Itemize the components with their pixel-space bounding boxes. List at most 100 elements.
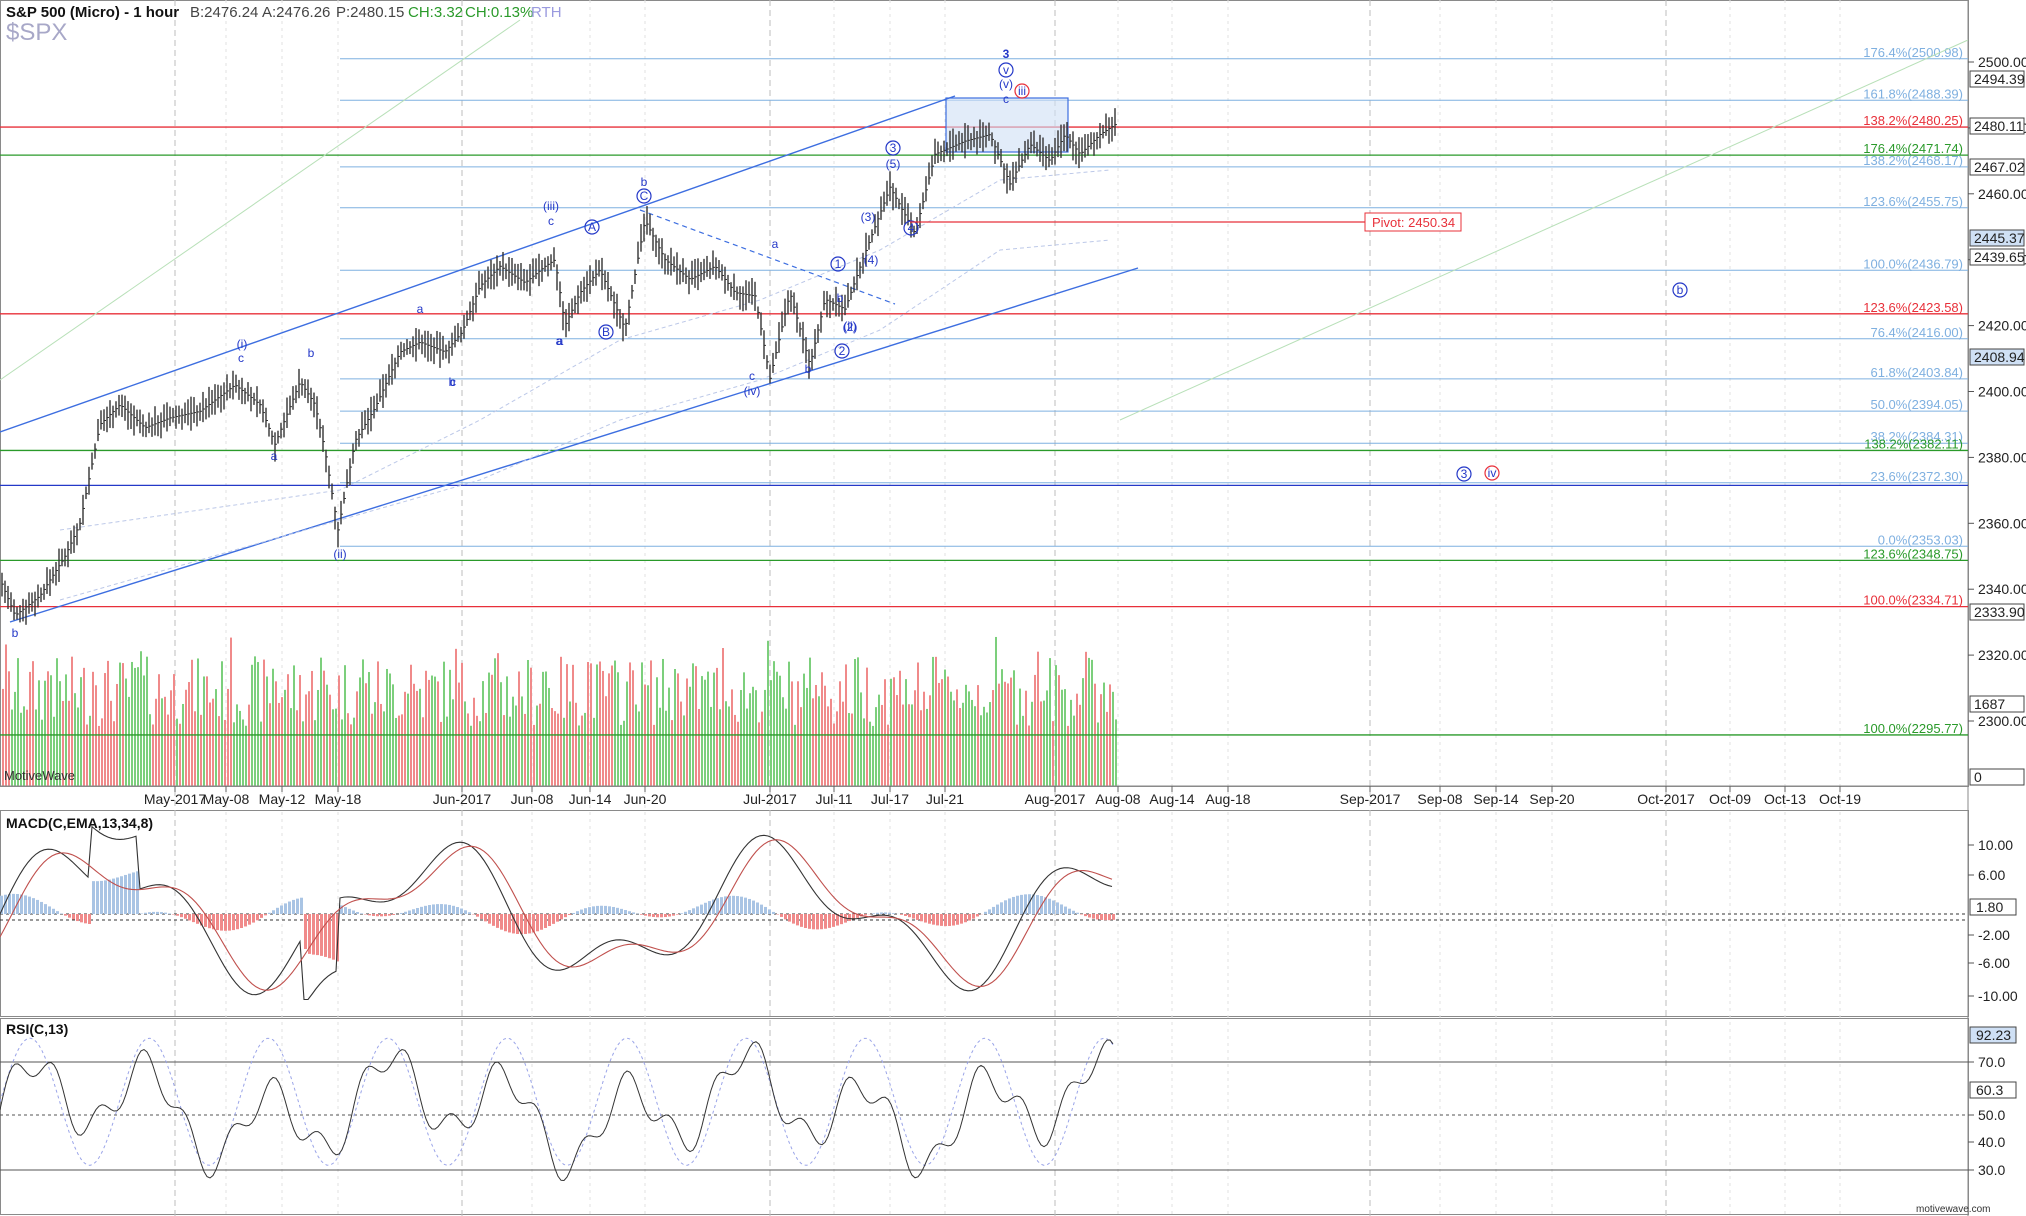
wave-label[interactable]: b (837, 291, 844, 305)
macd-hist-bar (216, 914, 219, 931)
wave-label[interactable]: c (450, 375, 456, 389)
wave-label[interactable]: 3 (1461, 467, 1468, 481)
wave-label[interactable]: iv (1488, 466, 1497, 480)
channel-lower-line[interactable] (9, 267, 1139, 623)
macd-hist-bar (816, 914, 819, 930)
trend-dashed-line[interactable] (639, 209, 896, 305)
wave-label[interactable]: b (12, 626, 19, 640)
volume-bar (143, 675, 145, 786)
wave-circle (998, 62, 1014, 78)
volume-bar (1010, 677, 1012, 786)
wave-label[interactable]: 2 (839, 344, 846, 358)
target-box[interactable] (945, 97, 1069, 153)
volume-bar (1028, 725, 1030, 786)
wave-label[interactable]: a (557, 334, 564, 348)
wave-label[interactable]: c (1003, 92, 1009, 106)
volume-bar (395, 717, 397, 786)
wave-label[interactable]: a (271, 449, 278, 463)
volume-bar (1004, 681, 1006, 786)
wave-label[interactable]: B (602, 325, 610, 339)
wave-label[interactable]: (iii) (543, 199, 559, 213)
volume-bar (491, 674, 493, 786)
macd-hist-bar (412, 909, 415, 914)
wave-label[interactable]: 3 (1003, 47, 1010, 61)
fib-label: 50.0%(2394.05) (1870, 397, 1963, 412)
wave-label[interactable]: v (1003, 63, 1009, 77)
wave-label[interactable]: b (449, 375, 456, 389)
wave-label[interactable]: a (772, 237, 779, 251)
fib-label: 123.6%(2348.75) (1863, 546, 1963, 561)
wave-label[interactable]: b (308, 346, 315, 360)
wave-label[interactable]: c (749, 369, 755, 383)
volume-bar (500, 682, 502, 786)
volume-bar (182, 703, 184, 786)
price-tag-text: 1687 (1974, 696, 2005, 712)
price-tag-text: 2480.11 (1974, 118, 2024, 134)
wave-label[interactable]: (2) (843, 320, 858, 334)
volume-bar (791, 681, 793, 786)
wave-label[interactable]: (ii) (843, 319, 856, 333)
pivot-box[interactable] (1364, 212, 1462, 232)
wave-label[interactable]: a (417, 302, 424, 316)
volume-bar (14, 691, 16, 786)
macd-hist-bar (356, 911, 359, 914)
volume-bar (869, 721, 871, 786)
wave-label[interactable]: 4 (908, 221, 915, 235)
volume-bar (614, 660, 616, 786)
wave-label[interactable]: (v) (999, 77, 1013, 91)
macd-hist-bar (256, 914, 259, 921)
macd-hist-bar (736, 896, 739, 914)
wave-label[interactable]: a (556, 334, 563, 348)
volume-bar (752, 686, 754, 786)
macd-hist-bar (664, 914, 667, 918)
macd-hist-bar (692, 908, 695, 914)
volume-bar (764, 689, 766, 786)
volume-bar (662, 658, 664, 786)
volume-bar (887, 724, 889, 786)
wave-circle (834, 343, 850, 359)
macd-hist-bar (564, 914, 567, 918)
wave-label[interactable]: (ii) (333, 547, 346, 561)
channel-upper-line[interactable] (0, 95, 956, 433)
volume-bar (200, 714, 202, 786)
wave-label[interactable]: c (238, 351, 244, 365)
wave-label[interactable]: b (1677, 283, 1684, 297)
watermark: MotiveWave (4, 768, 75, 783)
macd-hist-bar (992, 906, 995, 914)
wave-label[interactable]: (5) (886, 157, 901, 171)
wave-label[interactable]: (4) (864, 253, 879, 267)
volume-bar (1082, 678, 1084, 786)
volume-bar (29, 671, 31, 786)
wave-label[interactable]: iii (1018, 84, 1026, 98)
volume-bar (452, 699, 454, 786)
macd-hist-bar (40, 901, 43, 914)
volume-bar (692, 663, 694, 786)
symbol-label: $SPX (6, 19, 67, 46)
volume-bar (1013, 670, 1015, 786)
wave-label[interactable]: (i) (237, 337, 248, 351)
wave-label[interactable]: A (588, 220, 596, 234)
macd-hist-bar (488, 914, 491, 924)
macd-hist-bar (516, 914, 519, 934)
time-label: Jun-20 (624, 791, 667, 807)
wave-labels: b(i)cabac(ii)bac(iii)AaBbCabc(iv)1b(ii)2… (12, 47, 1688, 640)
wave-label[interactable]: c (548, 214, 554, 228)
macd-hist-bar (648, 914, 651, 917)
wave-label[interactable]: b (805, 362, 812, 376)
wave-label[interactable]: (3) (861, 210, 876, 224)
macd-hist-bar (812, 914, 815, 930)
time-label: Oct-19 (1819, 791, 1861, 807)
rsi-tick-label: 30.0 (1978, 1162, 2005, 1178)
wave-label[interactable]: C (640, 189, 649, 203)
volume-bar (944, 669, 946, 786)
volume-bar (617, 672, 619, 786)
wave-label[interactable]: (iv) (744, 384, 761, 398)
wave-label[interactable]: 1 (835, 257, 842, 271)
macd-hist-bar (716, 898, 719, 914)
wave-label[interactable]: b (641, 175, 648, 189)
wave-label[interactable]: 3 (890, 141, 897, 155)
volume-bar (239, 710, 241, 786)
volume-bar (377, 661, 379, 786)
price-tick-label: 2360.00 (1978, 515, 2026, 531)
